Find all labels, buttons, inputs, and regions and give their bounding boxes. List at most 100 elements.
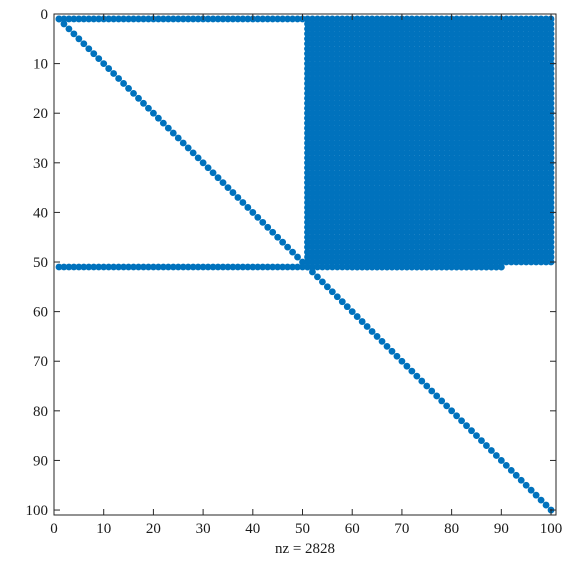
dense-block-point [448, 134, 456, 142]
dense-block-point [428, 228, 436, 236]
diagonal-point [140, 99, 147, 107]
row-1-band-point [75, 15, 83, 23]
dense-block-point [314, 60, 321, 67]
dense-block-point [428, 30, 436, 38]
dense-block-point [383, 75, 391, 82]
dense-block-point [428, 50, 436, 58]
dense-block-point [438, 114, 446, 122]
diagonal-point [378, 337, 386, 345]
row-1-band-point [194, 15, 202, 23]
dense-block-point [532, 45, 540, 53]
row-1-band-point [269, 15, 277, 23]
dense-block-point [378, 139, 386, 147]
dense-block-point [314, 248, 321, 256]
dense-block-point [517, 174, 525, 182]
dense-block-point [478, 89, 485, 97]
dense-block-point [383, 25, 391, 33]
dense-block-point [483, 99, 490, 107]
dense-block-point [378, 248, 386, 256]
dense-block-point [423, 204, 431, 211]
dense-block-point [328, 104, 336, 112]
dense-block-point [333, 55, 341, 63]
dense-block-point [418, 104, 426, 112]
dense-block-point [309, 30, 316, 38]
dense-block-point [497, 85, 505, 92]
dense-block-point [328, 40, 336, 48]
dense-block-point [309, 109, 316, 117]
dense-block-point [532, 209, 540, 216]
dense-block-point [502, 139, 510, 147]
dense-block-point [373, 204, 381, 211]
dense-block-point [448, 70, 456, 77]
row-51-band-point [55, 263, 63, 271]
diagonal-point [448, 407, 456, 415]
row-1-band-point [239, 15, 247, 23]
dense-block-point [373, 218, 381, 226]
dense-block-point [448, 243, 456, 251]
dense-block-point [423, 174, 431, 182]
dense-block-point [537, 114, 545, 122]
dense-block-point [547, 194, 555, 201]
dense-block-point [517, 164, 525, 172]
dense-block-point [517, 253, 525, 261]
dense-block-tail-point [453, 263, 460, 271]
dense-block-point [527, 179, 535, 187]
diagonal-point [219, 179, 227, 187]
dense-block-point [314, 94, 321, 102]
dense-block-point [463, 213, 470, 221]
dense-block-point [328, 248, 336, 256]
dense-block-point [468, 119, 475, 127]
x-tick-label: 60 [345, 521, 360, 537]
dense-block-point [373, 65, 381, 72]
dense-block-tail-point [358, 263, 366, 271]
dense-block-point [428, 94, 436, 102]
dense-block-point [507, 154, 515, 162]
dense-block-point [468, 169, 475, 177]
dense-block-point [487, 45, 495, 53]
dense-block-point [328, 139, 336, 147]
row-51-band-point [279, 263, 287, 271]
dense-block-point [463, 109, 470, 117]
dense-block-point [532, 258, 540, 266]
dense-block-point [468, 94, 475, 102]
y-tick-label: 50 [33, 255, 48, 271]
dense-block-point [338, 134, 346, 142]
dense-block-point [368, 80, 376, 87]
dense-block-point [458, 25, 465, 33]
row-51-band-point [110, 263, 118, 271]
dense-block-point [438, 223, 446, 231]
axes-frame [53, 13, 557, 516]
dense-block-point [418, 85, 426, 92]
dense-block-point [458, 75, 465, 82]
dense-block-point [487, 119, 495, 127]
dense-block-point [343, 258, 351, 266]
dense-block-point [388, 223, 396, 231]
dense-block-point [393, 248, 401, 256]
diagonal-point [502, 462, 510, 469]
dense-block-point [338, 179, 346, 187]
row-51-band-point [289, 263, 296, 271]
dense-block-point [483, 223, 490, 231]
dense-block-point [497, 109, 505, 117]
dense-block-point [388, 258, 396, 266]
dense-block-point [547, 80, 555, 87]
dense-block-point [423, 124, 431, 132]
dense-block-point [418, 50, 426, 58]
dense-block-point [314, 104, 321, 112]
dense-block-point [527, 204, 535, 211]
dense-block-point [413, 124, 421, 132]
dense-block-point [314, 213, 321, 221]
dense-block-point [353, 228, 361, 236]
dense-block-point [487, 238, 495, 246]
dense-block-point [483, 174, 490, 182]
dense-block-point [348, 169, 356, 177]
dense-block-point [413, 204, 421, 211]
dense-block-point [373, 45, 381, 53]
dense-block-point [483, 20, 490, 28]
dense-block-point [547, 218, 555, 226]
dense-block-point [418, 149, 426, 157]
dense-block-point [323, 184, 331, 192]
dense-block-point [353, 20, 361, 28]
dense-block-point [483, 169, 490, 177]
dense-block-point [403, 184, 411, 192]
